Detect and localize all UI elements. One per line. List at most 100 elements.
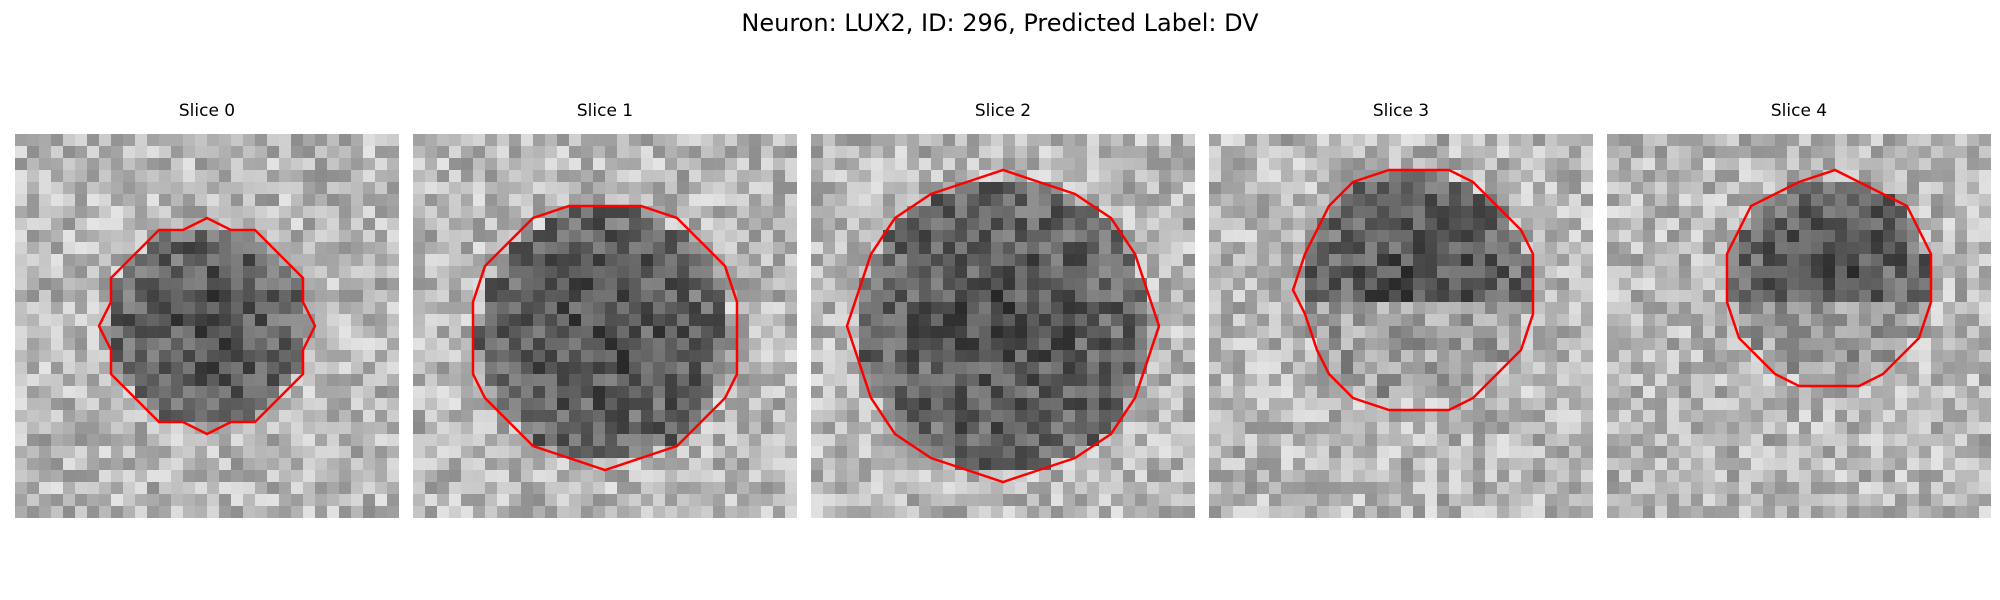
pixel [1691, 266, 1704, 279]
pixel [413, 290, 426, 303]
pixel [521, 194, 534, 207]
pixel [847, 506, 860, 518]
pixel [1703, 422, 1716, 435]
pixel [1233, 290, 1246, 303]
pixel [1521, 446, 1534, 459]
pixel [785, 422, 797, 435]
pixel [1835, 218, 1848, 231]
pixel [1823, 422, 1836, 435]
pixel [1147, 134, 1160, 147]
pixel [701, 206, 714, 219]
pixel [1967, 134, 1980, 147]
pixel [641, 242, 654, 255]
pixel [255, 494, 268, 507]
pixel [207, 458, 220, 471]
pixel [1281, 218, 1294, 231]
pixel [677, 146, 690, 159]
pixel [677, 170, 690, 183]
pixel [387, 194, 399, 207]
pixel [327, 470, 340, 483]
pixel [895, 410, 908, 423]
pixel [1449, 290, 1462, 303]
pixel [1209, 266, 1222, 279]
pixel [1389, 338, 1402, 351]
pixel [1667, 170, 1680, 183]
pixel [87, 206, 100, 219]
pixel [1365, 206, 1378, 219]
pixel [1787, 206, 1800, 219]
pixel [219, 338, 232, 351]
pixel [785, 374, 797, 387]
pixel [1895, 326, 1908, 339]
pixel [1895, 410, 1908, 423]
pixel [1835, 290, 1848, 303]
pixel [991, 434, 1004, 447]
pixel [629, 422, 642, 435]
pixel [315, 302, 328, 315]
pixel [1329, 206, 1342, 219]
pixel [1425, 398, 1438, 411]
pixel [363, 230, 376, 243]
pixel [1557, 398, 1570, 411]
pixel [1907, 266, 1920, 279]
pixel [955, 242, 968, 255]
pixel [653, 290, 666, 303]
pixel [773, 374, 786, 387]
pixel [871, 254, 884, 267]
pixel [327, 158, 340, 171]
pixel [1221, 254, 1234, 267]
pixel [1799, 218, 1812, 231]
pixel [1497, 218, 1510, 231]
pixel [931, 422, 944, 435]
pixel [1931, 230, 1944, 243]
pixel [1245, 410, 1258, 423]
pixel [1569, 314, 1582, 327]
pixel [847, 362, 860, 375]
pixel [1907, 314, 1920, 327]
pixel [919, 458, 932, 471]
pixel [1883, 278, 1896, 291]
pixel [521, 254, 534, 267]
pixel [967, 398, 980, 411]
pixel [955, 278, 968, 291]
pixel [1739, 374, 1752, 387]
pixel [1967, 158, 1980, 171]
pixel [1979, 338, 1991, 351]
pixel [1679, 302, 1692, 315]
pixel [761, 506, 774, 518]
pixel [749, 458, 762, 471]
pixel [557, 374, 570, 387]
pixel [1305, 302, 1318, 315]
pixel [351, 374, 364, 387]
pixel [617, 266, 630, 279]
pixel [195, 278, 208, 291]
pixel [1063, 170, 1076, 183]
pixel [871, 170, 884, 183]
pixel [375, 422, 388, 435]
pixel [327, 134, 340, 147]
pixel [485, 290, 498, 303]
pixel [581, 302, 594, 315]
pixel [1341, 302, 1354, 315]
pixel [1895, 362, 1908, 375]
pixel [1545, 182, 1558, 195]
pixel [387, 398, 399, 411]
pixel [883, 254, 896, 267]
pixel [1425, 146, 1438, 159]
pixel [1269, 182, 1282, 195]
pixel [1401, 218, 1414, 231]
pixel [1955, 242, 1968, 255]
pixel [593, 338, 606, 351]
pixel [859, 218, 872, 231]
pixel [641, 470, 654, 483]
pixel [919, 242, 932, 255]
pixel [979, 458, 992, 471]
pixel [835, 206, 848, 219]
pixel [279, 494, 292, 507]
pixel [919, 338, 932, 351]
pixel [87, 314, 100, 327]
pixel [425, 362, 438, 375]
pixel [749, 182, 762, 195]
pixel [1365, 242, 1378, 255]
pixel [605, 194, 618, 207]
